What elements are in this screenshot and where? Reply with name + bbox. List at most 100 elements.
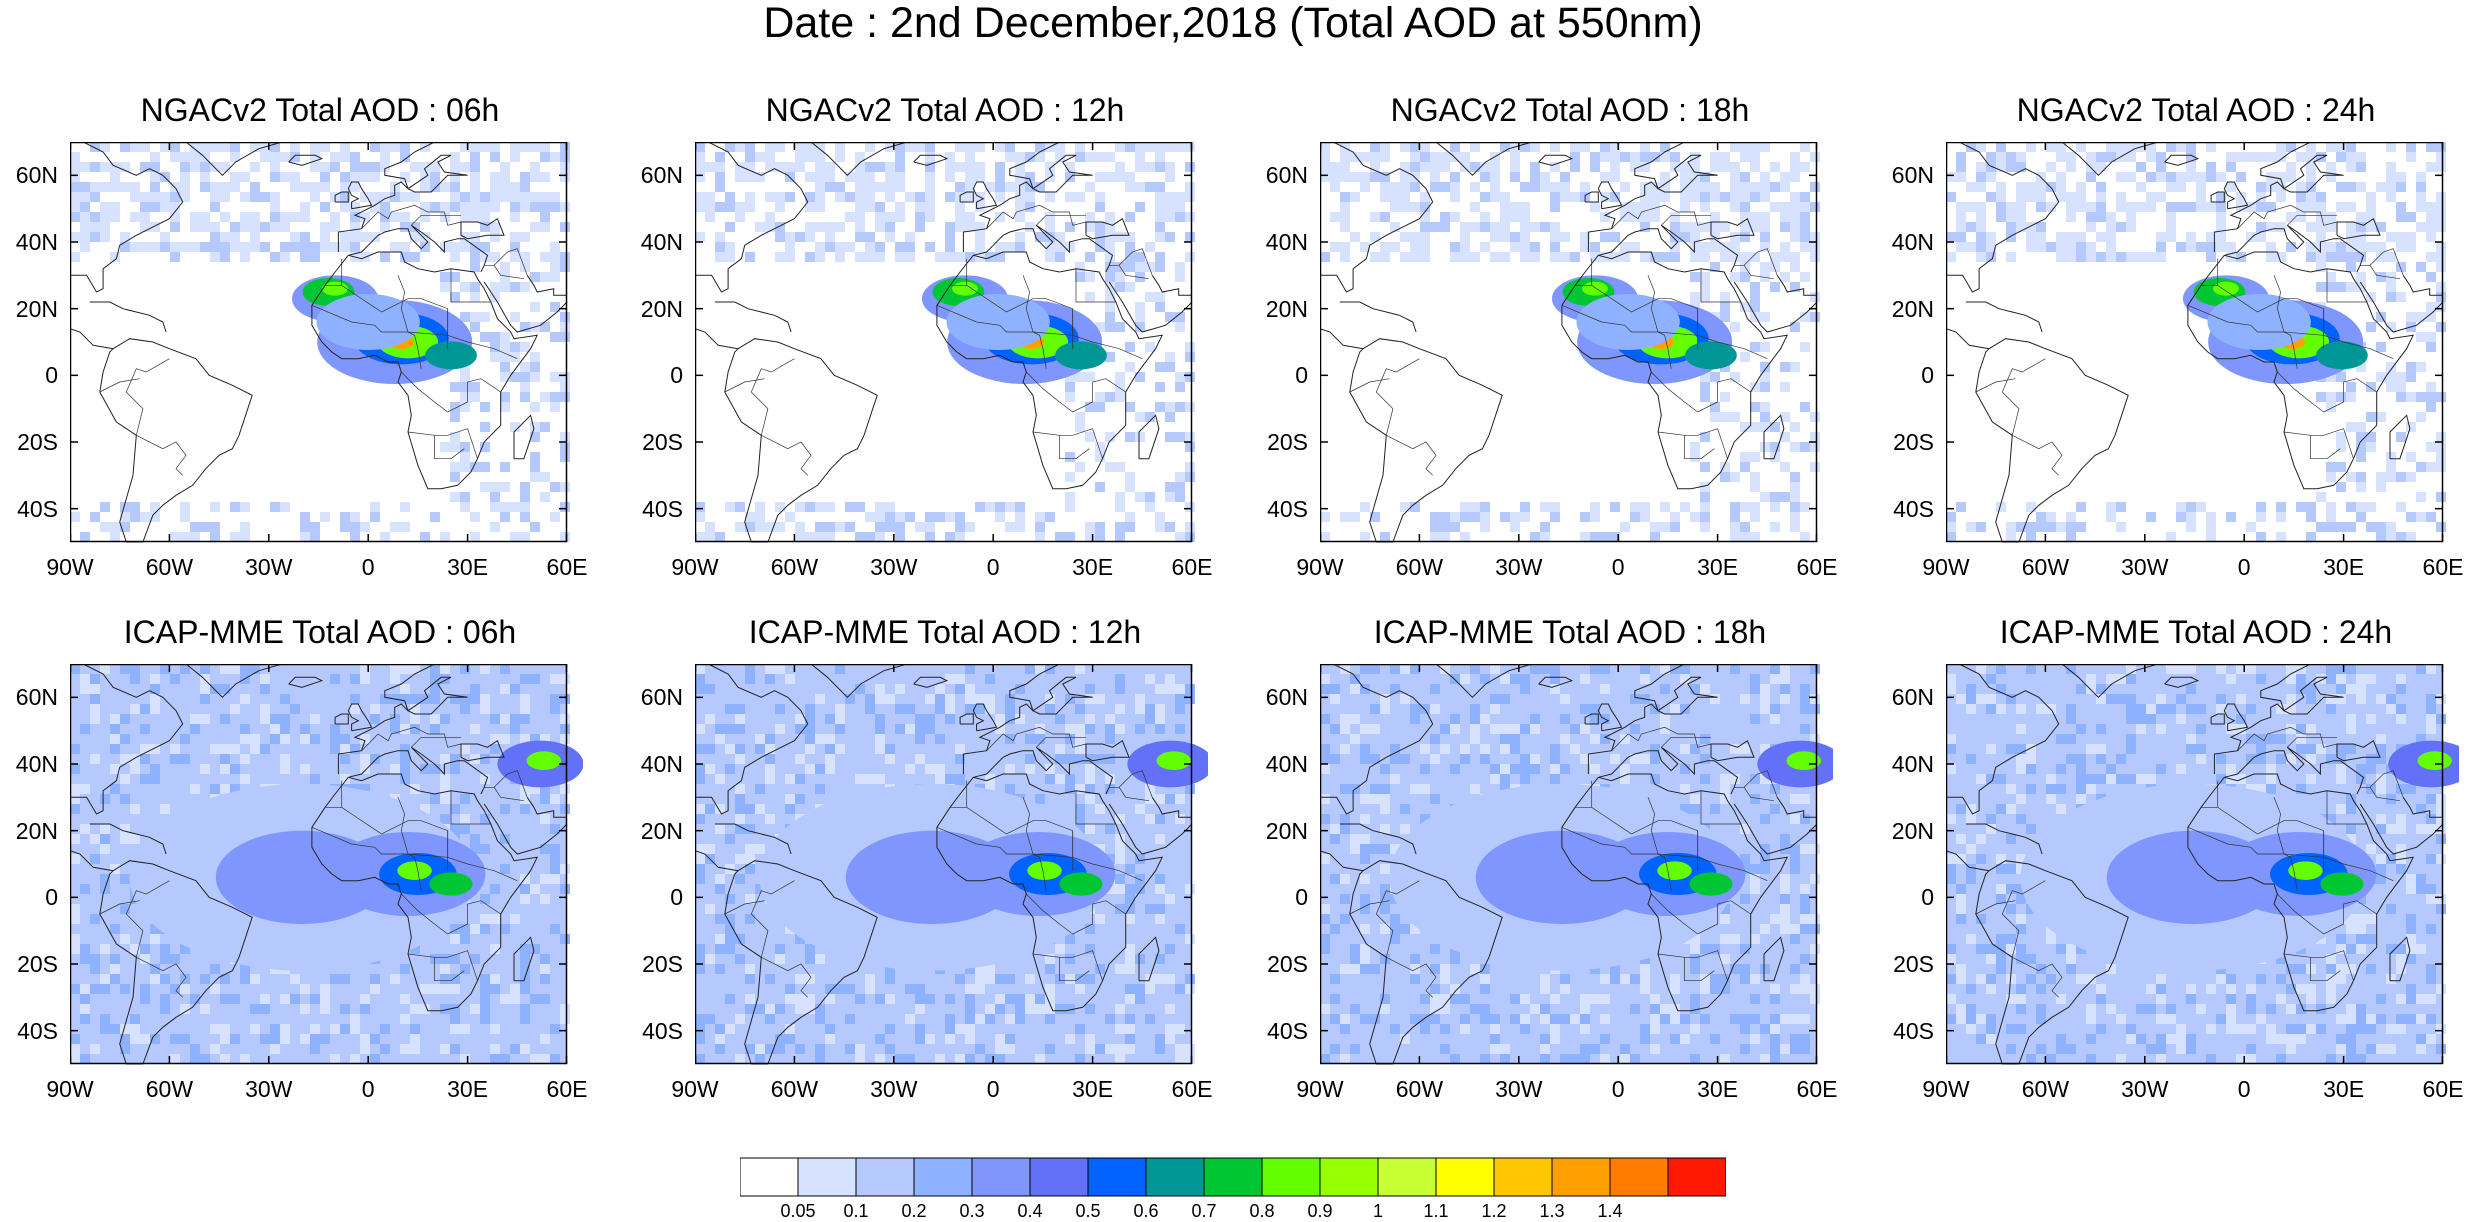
lat-tick-label: 40N [1891,229,1934,255]
lon-tick-label: 30W [1495,1076,1543,1102]
map-panel: ICAP-MME Total AOD : 24h 60N 40N 20N 0 20S 40S… [1868,610,2466,1120]
lat-tick-label: 20S [1267,951,1308,977]
colorbar: 0.05 0.1 0.2 0.3 0.4 0.5 0.6 0.7 0.8 0.9 1 1.1 1.2 1.… [740,1156,1726,1222]
country-borders [724,204,1153,476]
lon-tick-label: 90W [46,1076,94,1102]
colorbar-swatch [1377,1157,1437,1197]
aod-plume [425,341,477,370]
colorbar-swatch [913,1157,973,1197]
colorbar-level-label: 0.2 [901,1201,927,1221]
lat-tick-label: 40N [640,229,683,255]
lat-tick-label: 20S [1893,429,1934,455]
lon-tick-label: 30E [447,1076,489,1102]
country-borders [99,204,528,476]
colorbar-swatch [1493,1157,1553,1197]
lat-tick-label: 60N [15,162,58,189]
lon-tick-label: 30E [1697,1076,1739,1102]
axis-ticks [70,664,568,1064]
aod-plume [946,294,1050,350]
aod-field [70,142,570,542]
colorbar-level-label: 0.5 [1075,1201,1101,1221]
coastlines [70,142,568,543]
colorbar-level-label: 1 [1372,1201,1383,1221]
lat-tick-label: 0 [1921,362,1934,389]
map-panel: ICAP-MME Total AOD : 06h 60N 40N 20N 0 20S 40S… [0,610,612,1120]
colorbar-swatch [1145,1157,1205,1197]
lat-tick-label: 60N [640,162,683,189]
map-panel: ICAP-MME Total AOD : 12h 60N 40N 20N 0 20S 40S… [617,610,1237,1120]
lat-tick-label: 20N [1265,295,1308,322]
colorbar-swatch [1667,1157,1726,1197]
aod-plume [952,281,978,296]
colorbar-swatch [740,1157,799,1197]
lat-tick-label: 0 [1295,884,1308,911]
axis-ticks [1320,664,1818,1064]
lat-tick-label: 20N [15,817,58,844]
lat-tick-label: 20N [15,295,58,322]
colorbar-swatch [1435,1157,1495,1197]
aod-map [1946,664,2459,1065]
lon-tick-label: 0 [1611,554,1625,580]
lat-tick-label: 20S [1893,951,1934,977]
country-borders [99,726,528,998]
lat-tick-label: 40S [17,1017,58,1044]
lat-tick-label: 40S [1267,495,1308,522]
colorbar-level-label: 1.4 [1597,1201,1623,1221]
aod-field [1946,664,2459,1064]
figure-title: Date : 2nd December,2018 (Total AOD at 5… [763,0,1703,47]
colorbar-swatch [1261,1157,1321,1197]
lat-tick-label: 0 [45,884,58,911]
colorbar-swatch [971,1157,1031,1197]
colorbar-swatch [1203,1157,1263,1197]
lon-tick-label: 60E [2422,1076,2464,1102]
colorbar-swatch [855,1157,915,1197]
lon-tick-label: 90W [671,1076,719,1102]
colorbar-swatch [1029,1157,1089,1197]
lon-tick-label: 60E [1171,1076,1213,1102]
panel-title: NGACv2 Total AOD : 24h [2016,92,2376,128]
colorbar-level-label: 0.1 [843,1201,869,1221]
lat-tick-label: 60N [1265,162,1308,189]
colorbar-level-label: 1.3 [1539,1201,1565,1221]
coastlines [1946,664,2444,1065]
lat-tick-label: 40N [1265,751,1308,777]
lat-tick-label: 20N [640,817,683,844]
coastlines [695,142,1193,543]
aod-map [695,664,1208,1065]
colorbar-swatches [740,1157,1726,1197]
colorbar-level-label: 0.7 [1191,1201,1217,1221]
lat-tick-label: 40N [640,751,683,777]
aod-plume [1689,872,1733,896]
lon-tick-label: 60W [1395,1076,1444,1102]
axis-ticks [1946,664,2444,1064]
lon-tick-label: 60E [546,554,588,580]
axis-ticks [1320,142,1818,542]
lat-tick-label: 20S [17,951,58,977]
lat-tick-label: 40N [1265,229,1308,255]
lon-tick-label: 0 [1611,1076,1625,1102]
lat-tick-label: 0 [670,362,683,389]
colorbar-swatch [1319,1157,1379,1197]
lat-tick-label: 20S [642,429,683,455]
aod-plume [2320,872,2364,896]
aod-plume [429,872,473,896]
aod-plume [1657,861,1692,880]
axis-ticks [695,664,1193,1064]
lat-tick-label: 20S [1267,429,1308,455]
lat-tick-label: 20S [17,429,58,455]
aod-plume [2316,341,2368,370]
aod-plume [2288,861,2323,880]
lat-tick-label: 40N [15,751,58,777]
lon-tick-label: 60E [1796,1076,1838,1102]
lon-tick-label: 60E [1796,554,1838,580]
aod-field [1946,142,2446,542]
lat-tick-label: 20N [1265,817,1308,844]
colorbar-swatch [1551,1157,1611,1197]
coastlines [1320,664,1818,1065]
lon-tick-label: 90W [1922,554,1970,580]
aod-plume [1027,861,1062,880]
lon-tick-label: 30E [1072,1076,1114,1102]
map-frame [70,142,568,543]
map-panel: NGACv2 Total AOD : 18h 60N 40N 20N 0 20S 40S 90… [1242,88,1862,598]
aod-plume [1786,751,1821,770]
